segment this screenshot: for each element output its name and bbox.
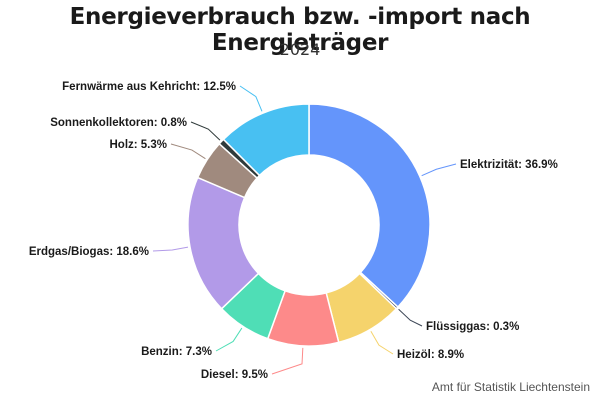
- slice-elektrizit-t[interactable]: [308, 103, 431, 309]
- source-credit: Amt für Statistik Liechtenstein: [431, 380, 590, 394]
- data-label-holz: Holz: 5.3%: [109, 139, 167, 151]
- data-label-elektrizit-t: Elektrizität: 36.9%: [460, 159, 558, 171]
- connector-benzin: [215, 327, 243, 352]
- connector-diesel: [271, 347, 304, 375]
- slice-fernw-rme-aus-kehricht[interactable]: [222, 103, 310, 177]
- data-label-erdgas-biogas: Erdgas/Biogas: 18.6%: [29, 246, 149, 258]
- connector-sonnenkollektoren: [190, 121, 221, 141]
- connector-heiz-l: [370, 331, 394, 355]
- connector-elektrizit-t: [421, 163, 457, 177]
- data-label-heiz-l: Heizöl: 8.9%: [397, 349, 464, 361]
- data-label-fl-ssiggas: Flüssiggas: 0.3%: [426, 321, 519, 333]
- connector-holz: [170, 143, 206, 160]
- chart-title: Energieverbrauch bzw. -import nach Energ…: [69, 4, 531, 56]
- data-label-benzin: Benzin: 7.3%: [141, 346, 212, 358]
- data-label-diesel: Diesel: 9.5%: [201, 369, 268, 381]
- data-label-sonnenkollektoren: Sonnenkollektoren: 0.8%: [50, 117, 187, 129]
- connector-erdgas-biogas: [152, 246, 189, 252]
- connector-fl-ssiggas: [398, 308, 423, 327]
- data-label-fernw-rme-aus-kehricht: Fernwärme aus Kehricht: 12.5%: [62, 81, 236, 93]
- chart-subtitle: 2024: [279, 40, 321, 59]
- connector-fernw-rme-aus-kehricht: [239, 85, 263, 112]
